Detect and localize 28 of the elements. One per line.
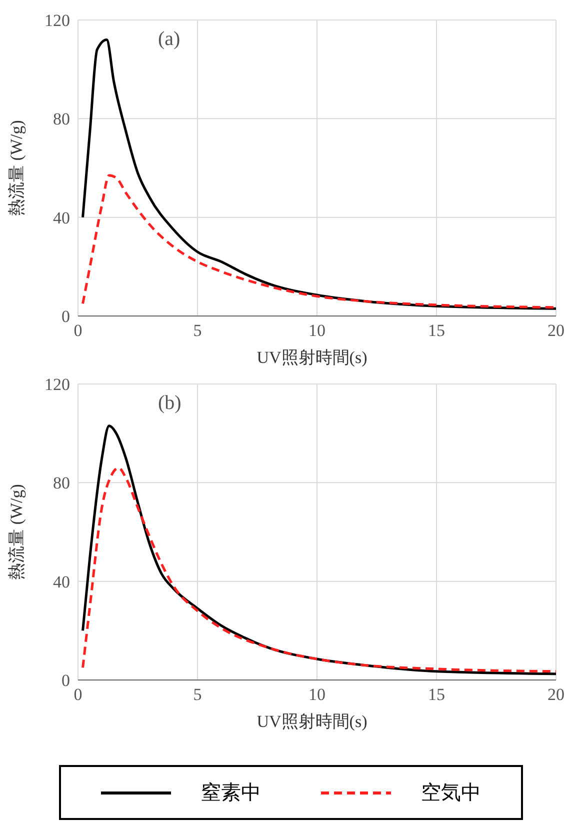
x-tick-label: 15 [428,685,445,704]
x-tick-label: 10 [308,685,326,704]
x-axis-title: UV照射時間(s) [256,711,368,733]
y-tick-label: 40 [53,208,70,228]
y-tick-label: 0 [62,671,70,690]
x-tick-label: 20 [548,685,564,704]
x-axis-title: UV照射時間(s) [256,347,368,369]
y-tick-label: 120 [44,11,70,30]
y-tick-label: 0 [62,307,70,326]
legend-label: 窒素中 [200,779,261,806]
y-tick-label: 40 [53,572,70,592]
x-tick-label: 10 [308,321,326,340]
x-tick-label: 5 [193,685,202,704]
x-tick-label: 5 [193,321,202,340]
y-tick-label: 80 [53,110,70,129]
chart-title: (a) [158,28,180,51]
y-axis-title: 熱流量 (W/g) [7,484,26,580]
x-tick-label: 20 [548,321,564,340]
y-tick-label: 120 [44,375,70,394]
line-series [82,466,556,673]
y-axis-title: 熱流量 (W/g) [7,120,26,216]
y-tick-label: 80 [53,474,70,493]
chart-title: (b) [158,392,182,415]
x-tick-label: 0 [74,321,82,340]
legend-label: 空気中 [420,779,481,806]
x-tick-label: 0 [74,685,82,704]
line-series [82,174,556,309]
x-tick-label: 15 [428,321,445,340]
